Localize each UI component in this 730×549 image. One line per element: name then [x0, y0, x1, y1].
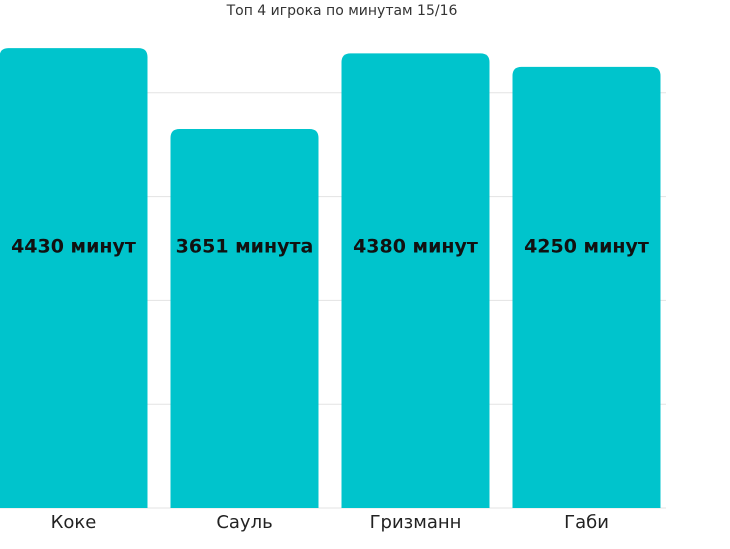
x-tick-label: Сауль — [216, 512, 272, 533]
bar — [341, 53, 490, 509]
value-label: 3651 минута — [176, 236, 314, 258]
x-tick-label: Коке — [51, 512, 97, 533]
value-label: 4430 минут — [11, 236, 136, 258]
chart-title: Топ 4 игрока по минутам 15/16 — [226, 3, 458, 19]
value-label: 4250 минут — [524, 236, 649, 258]
bar — [0, 48, 148, 508]
value-label: 4380 минут — [353, 236, 478, 258]
x-tick-label: Гризманн — [370, 512, 462, 533]
bar — [170, 129, 319, 509]
bar — [512, 66, 661, 508]
x-tick-label: Габи — [564, 512, 609, 533]
